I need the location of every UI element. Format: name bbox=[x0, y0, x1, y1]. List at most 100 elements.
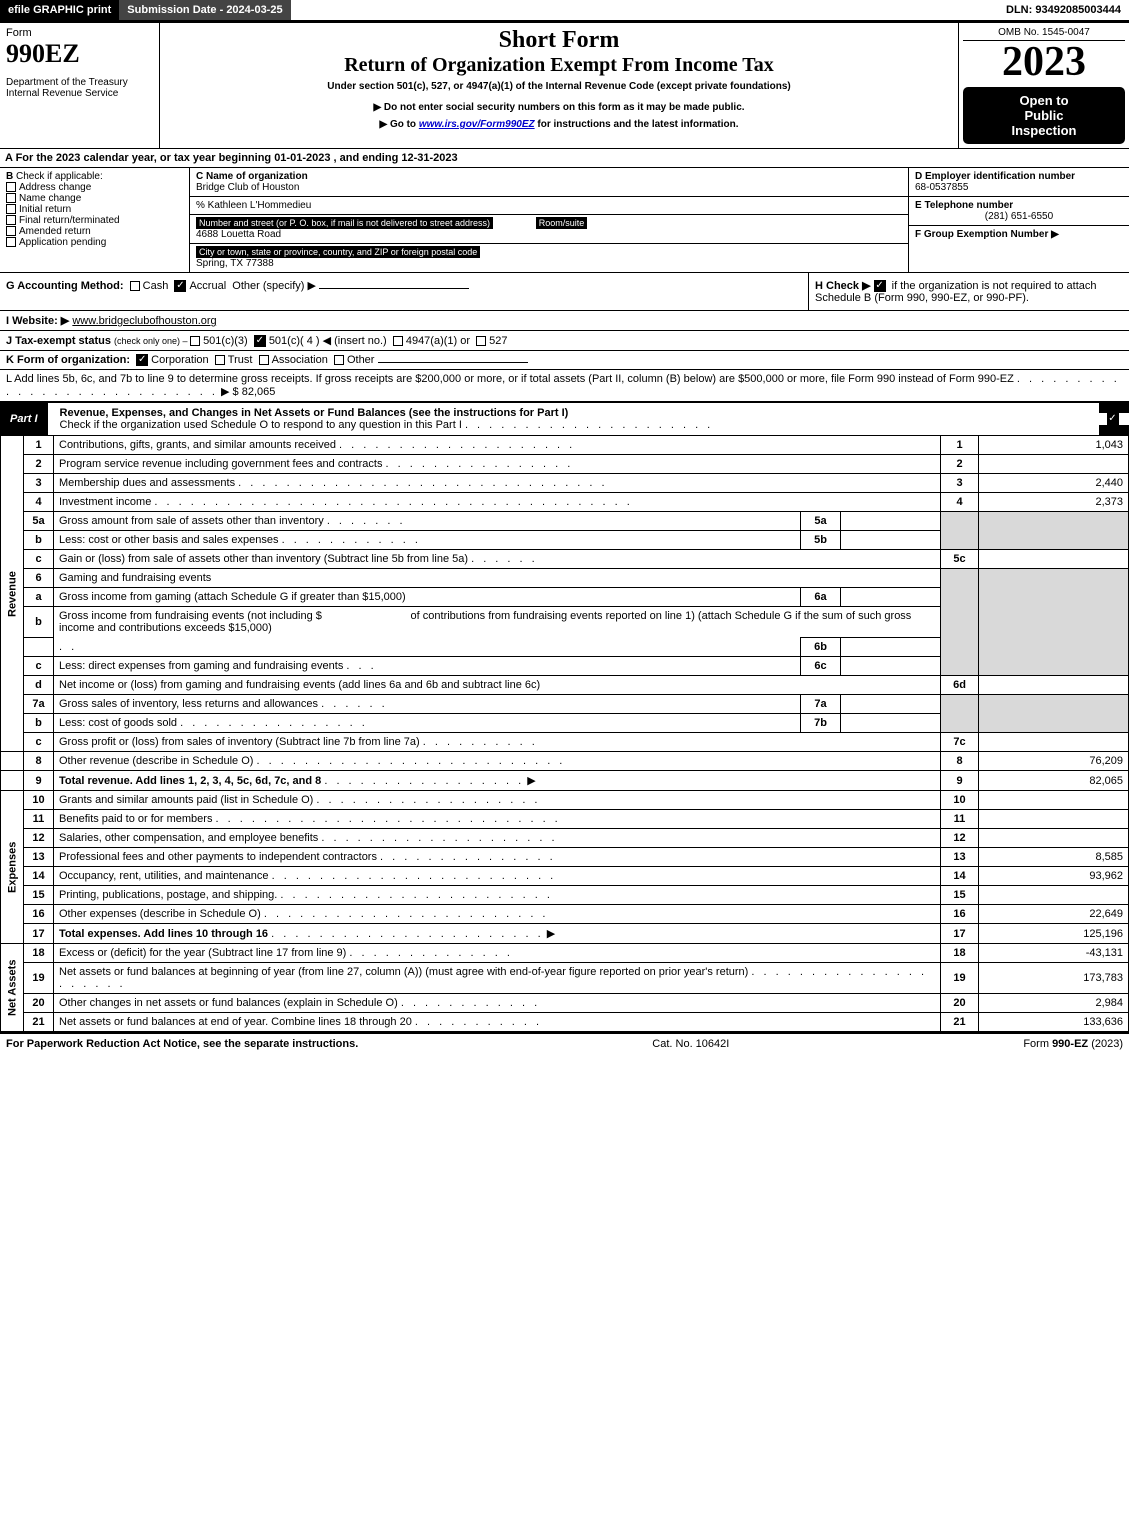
gh-row: G Accounting Method: Cash ✓Accrual Other… bbox=[0, 272, 1129, 310]
b-label: B bbox=[6, 171, 13, 182]
expenses-label: Expenses bbox=[1, 791, 24, 944]
part-i-header: Part I Revenue, Expenses, and Changes in… bbox=[0, 402, 1129, 435]
note-goto: ▶ Go to www.irs.gov/Form990EZ for instru… bbox=[168, 119, 950, 130]
revenue-label: Revenue bbox=[1, 436, 24, 752]
line-7a-num: 7a bbox=[24, 695, 54, 714]
line-6-num: 6 bbox=[24, 569, 54, 588]
g-cash: Cash bbox=[143, 280, 169, 292]
opt-name: Name change bbox=[19, 193, 81, 204]
section-i: I Website: ▶ www.bridgeclubofhouston.org bbox=[0, 310, 1129, 330]
line-17-num: 17 bbox=[24, 924, 54, 944]
checkbox-amended[interactable] bbox=[6, 226, 16, 236]
line-5b-num: b bbox=[24, 531, 54, 550]
f-label: F Group Exemption Number ▶ bbox=[915, 229, 1059, 240]
line-9-box: 9 bbox=[941, 771, 979, 791]
line-21-desc: Net assets or fund balances at end of ye… bbox=[59, 1016, 412, 1028]
line-5c-box: 5c bbox=[941, 550, 979, 569]
line-7c-num: c bbox=[24, 733, 54, 752]
line-21-num: 21 bbox=[24, 1013, 54, 1032]
checkbox-final-return[interactable] bbox=[6, 215, 16, 225]
line-9-desc: Total revenue. Add lines 1, 2, 3, 4, 5c,… bbox=[59, 775, 321, 787]
b-check-label: Check if applicable: bbox=[16, 171, 103, 182]
checkbox-501c3[interactable] bbox=[190, 336, 200, 346]
line-10-amt bbox=[979, 791, 1129, 810]
opt-initial: Initial return bbox=[19, 204, 71, 215]
line-12-amt bbox=[979, 829, 1129, 848]
irs-label: Internal Revenue Service bbox=[6, 88, 153, 99]
line-16-amt: 22,649 bbox=[979, 905, 1129, 924]
checkbox-corp[interactable]: ✓ bbox=[136, 354, 148, 366]
j-label: J Tax-exempt status bbox=[6, 335, 111, 347]
line-7a-desc: Gross sales of inventory, less returns a… bbox=[59, 698, 318, 710]
d-label: D Employer identification number bbox=[915, 171, 1075, 182]
line-13-amt: 8,585 bbox=[979, 848, 1129, 867]
line-8-box: 8 bbox=[941, 752, 979, 771]
checkbox-address-change[interactable] bbox=[6, 182, 16, 192]
line-1-amt: 1,043 bbox=[979, 436, 1129, 455]
line-12-num: 12 bbox=[24, 829, 54, 848]
g-other: Other (specify) ▶ bbox=[232, 280, 316, 292]
checkbox-other[interactable] bbox=[334, 355, 344, 365]
line-1-desc: Contributions, gifts, grants, and simila… bbox=[59, 439, 336, 451]
line-6b-sub: 6b bbox=[801, 638, 841, 657]
street: 4688 Louetta Road bbox=[196, 229, 281, 240]
i-label: I Website: ▶ bbox=[6, 315, 69, 327]
line-5a-num: 5a bbox=[24, 512, 54, 531]
l-arrow: ▶ $ bbox=[221, 386, 242, 398]
care-of: % Kathleen L'Hommedieu bbox=[196, 200, 311, 211]
line-7b-sub: 7b bbox=[801, 714, 841, 733]
checkbox-application-pending[interactable] bbox=[6, 237, 16, 247]
efile-link[interactable]: efile GRAPHIC print bbox=[0, 0, 119, 20]
checkbox-accrual[interactable]: ✓ bbox=[174, 280, 186, 292]
footer-left: For Paperwork Reduction Act Notice, see … bbox=[6, 1038, 358, 1050]
j-o3: 4947(a)(1) or bbox=[406, 335, 470, 347]
checkbox-trust[interactable] bbox=[215, 355, 225, 365]
form-number: 990EZ bbox=[6, 39, 153, 69]
checkbox-initial-return[interactable] bbox=[6, 204, 16, 214]
checkbox-part-i-scho[interactable]: ✓ bbox=[1107, 413, 1119, 425]
opt-address: Address change bbox=[19, 182, 91, 193]
checkbox-527[interactable] bbox=[476, 336, 486, 346]
line-13-desc: Professional fees and other payments to … bbox=[59, 851, 377, 863]
footer-form: Form 990-EZ (2023) bbox=[1023, 1038, 1123, 1050]
line-7b-num: b bbox=[24, 714, 54, 733]
line-12-box: 12 bbox=[941, 829, 979, 848]
line-5c-amt bbox=[979, 550, 1129, 569]
line-3-box: 3 bbox=[941, 474, 979, 493]
line-3-desc: Membership dues and assessments bbox=[59, 477, 235, 489]
checkbox-501c[interactable]: ✓ bbox=[254, 335, 266, 347]
g-accrual: Accrual bbox=[189, 280, 226, 292]
line-5c-num: c bbox=[24, 550, 54, 569]
checkbox-assoc[interactable] bbox=[259, 355, 269, 365]
irs-link[interactable]: www.irs.gov/Form990EZ bbox=[419, 119, 535, 130]
line-17-desc: Total expenses. Add lines 10 through 16 bbox=[59, 928, 268, 940]
line-14-box: 14 bbox=[941, 867, 979, 886]
line-5a-desc: Gross amount from sale of assets other t… bbox=[59, 515, 324, 527]
line-6c-sub: 6c bbox=[801, 657, 841, 676]
line-1-box: 1 bbox=[941, 436, 979, 455]
city-label: City or town, state or province, country… bbox=[196, 246, 480, 258]
section-l: L Add lines 5b, 6c, and 7b to line 9 to … bbox=[0, 369, 1129, 402]
section-j: J Tax-exempt status (check only one) – 5… bbox=[0, 330, 1129, 350]
form-label: Form bbox=[6, 27, 153, 39]
footer-cat: Cat. No. 10642I bbox=[652, 1038, 729, 1050]
dln: DLN: 93492085003444 bbox=[998, 0, 1129, 20]
line-19-desc: Net assets or fund balances at beginning… bbox=[59, 966, 748, 978]
checkbox-name-change[interactable] bbox=[6, 193, 16, 203]
checkbox-cash[interactable] bbox=[130, 281, 140, 291]
line-6-desc: Gaming and fundraising events bbox=[59, 572, 211, 584]
checkbox-h[interactable]: ✓ bbox=[874, 280, 886, 292]
street-label: Number and street (or P. O. box, if mail… bbox=[196, 217, 493, 229]
line-1-num: 1 bbox=[24, 436, 54, 455]
line-13-box: 13 bbox=[941, 848, 979, 867]
k-o2: Trust bbox=[228, 354, 253, 366]
website-link[interactable]: www.bridgeclubofhouston.org bbox=[72, 315, 216, 327]
line-8-desc: Other revenue (describe in Schedule O) bbox=[59, 755, 253, 767]
checkbox-4947[interactable] bbox=[393, 336, 403, 346]
line-4-box: 4 bbox=[941, 493, 979, 512]
line-15-desc: Printing, publications, postage, and shi… bbox=[59, 889, 277, 901]
section-a: A For the 2023 calendar year, or tax yea… bbox=[0, 148, 1129, 167]
line-6b-num: b bbox=[24, 607, 54, 638]
line-20-amt: 2,984 bbox=[979, 994, 1129, 1013]
netassets-label: Net Assets bbox=[1, 944, 24, 1032]
